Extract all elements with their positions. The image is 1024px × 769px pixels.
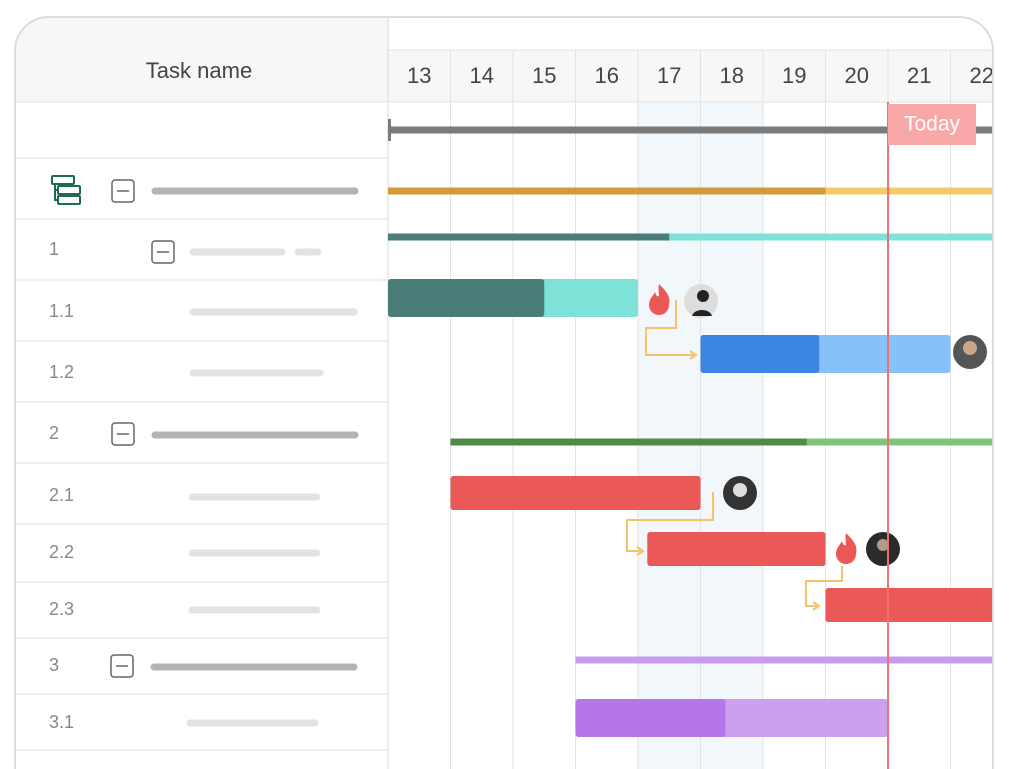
day-label: 18: [720, 63, 744, 88]
card-border: [14, 16, 994, 769]
row-number: 3: [49, 655, 59, 675]
day-label: 15: [532, 63, 556, 88]
row-number: 3.1: [49, 712, 74, 732]
task-progress: [450, 476, 701, 510]
task-progress: [388, 233, 670, 241]
task-progress: [388, 187, 826, 195]
day-label: 22: [970, 63, 994, 88]
row-number: 1.1: [49, 301, 74, 321]
row-number: 2.3: [49, 599, 74, 619]
row-number: 1: [49, 239, 59, 259]
task-progress: [388, 279, 545, 317]
today-badge: [888, 104, 976, 145]
dependency-arrows: [626, 300, 843, 611]
avatars: [684, 284, 987, 566]
card: 13 14 15 16 17 18 19 20 21 22 Task name: [15, 17, 994, 769]
day-label: 17: [657, 63, 681, 88]
day-label: 21: [907, 63, 931, 88]
task-bar: [575, 656, 993, 664]
timeline-header: [388, 50, 993, 102]
day-label: 13: [407, 63, 431, 88]
day-label: 20: [845, 63, 869, 88]
column-title: Task name: [146, 58, 252, 83]
task-progress: [575, 699, 726, 737]
row-lines: [15, 17, 993, 769]
name-placeholders: [150, 187, 359, 727]
task-progress: [647, 532, 826, 566]
collapse-buttons[interactable]: [110, 179, 175, 678]
task-progress: [450, 438, 807, 446]
row-number: 2.2: [49, 542, 74, 562]
task-progress: [388, 126, 993, 134]
row-number: 2.1: [49, 485, 74, 505]
day-label: 14: [470, 63, 494, 88]
project-start-tick: [388, 119, 391, 141]
today-label: Today: [904, 113, 961, 136]
day-label: 19: [782, 63, 806, 88]
row-number: 1.2: [49, 362, 74, 382]
task-progress: [700, 335, 820, 373]
task-progress: [825, 588, 993, 622]
flame-icons: [649, 284, 857, 564]
row-number: 2: [49, 423, 59, 443]
day-label: 16: [595, 63, 619, 88]
left-header: [15, 17, 388, 102]
tree-icon: [51, 175, 81, 205]
task-bar: [388, 233, 993, 241]
